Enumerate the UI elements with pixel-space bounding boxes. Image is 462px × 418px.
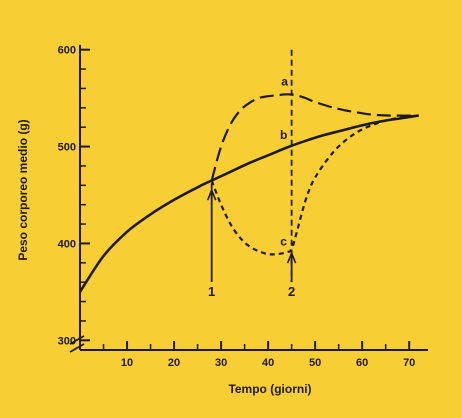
series-line-short-dash: [210, 114, 419, 256]
point-label-c: c: [280, 234, 287, 248]
annotations: 1 2 a b c: [206, 49, 297, 299]
marker-label: 1: [208, 284, 215, 299]
point-label-b: b: [280, 128, 287, 142]
y-tick-label: 400: [58, 238, 76, 250]
series-line-solid: [78, 114, 419, 293]
series-layer: [78, 93, 419, 293]
x-tick-label: 50: [309, 357, 321, 369]
y-tick-label: 500: [58, 142, 76, 154]
axis-break-mark: [69, 343, 85, 353]
x-tick-label: 70: [403, 357, 415, 369]
marker-arrowhead: [206, 188, 217, 201]
x-tick-label: 60: [356, 357, 368, 369]
x-tick-label: 40: [262, 357, 274, 369]
x-tick-label: 30: [215, 357, 227, 369]
marker-label: 2: [288, 284, 295, 299]
x-tick-label: 10: [121, 357, 133, 369]
y-axis-title: Peso corporeo medio (g): [16, 119, 30, 260]
axis-break-mark: [69, 335, 85, 345]
axes: 300 400 500 600 10 20 30 40 50 60 70: [58, 45, 428, 369]
y-tick-label: 600: [58, 45, 76, 57]
x-axis-title: Tempo (giorni): [228, 382, 311, 396]
point-label-a: a: [281, 75, 288, 89]
x-tick-label: 20: [168, 357, 180, 369]
y-tick-label: 300: [58, 335, 76, 347]
